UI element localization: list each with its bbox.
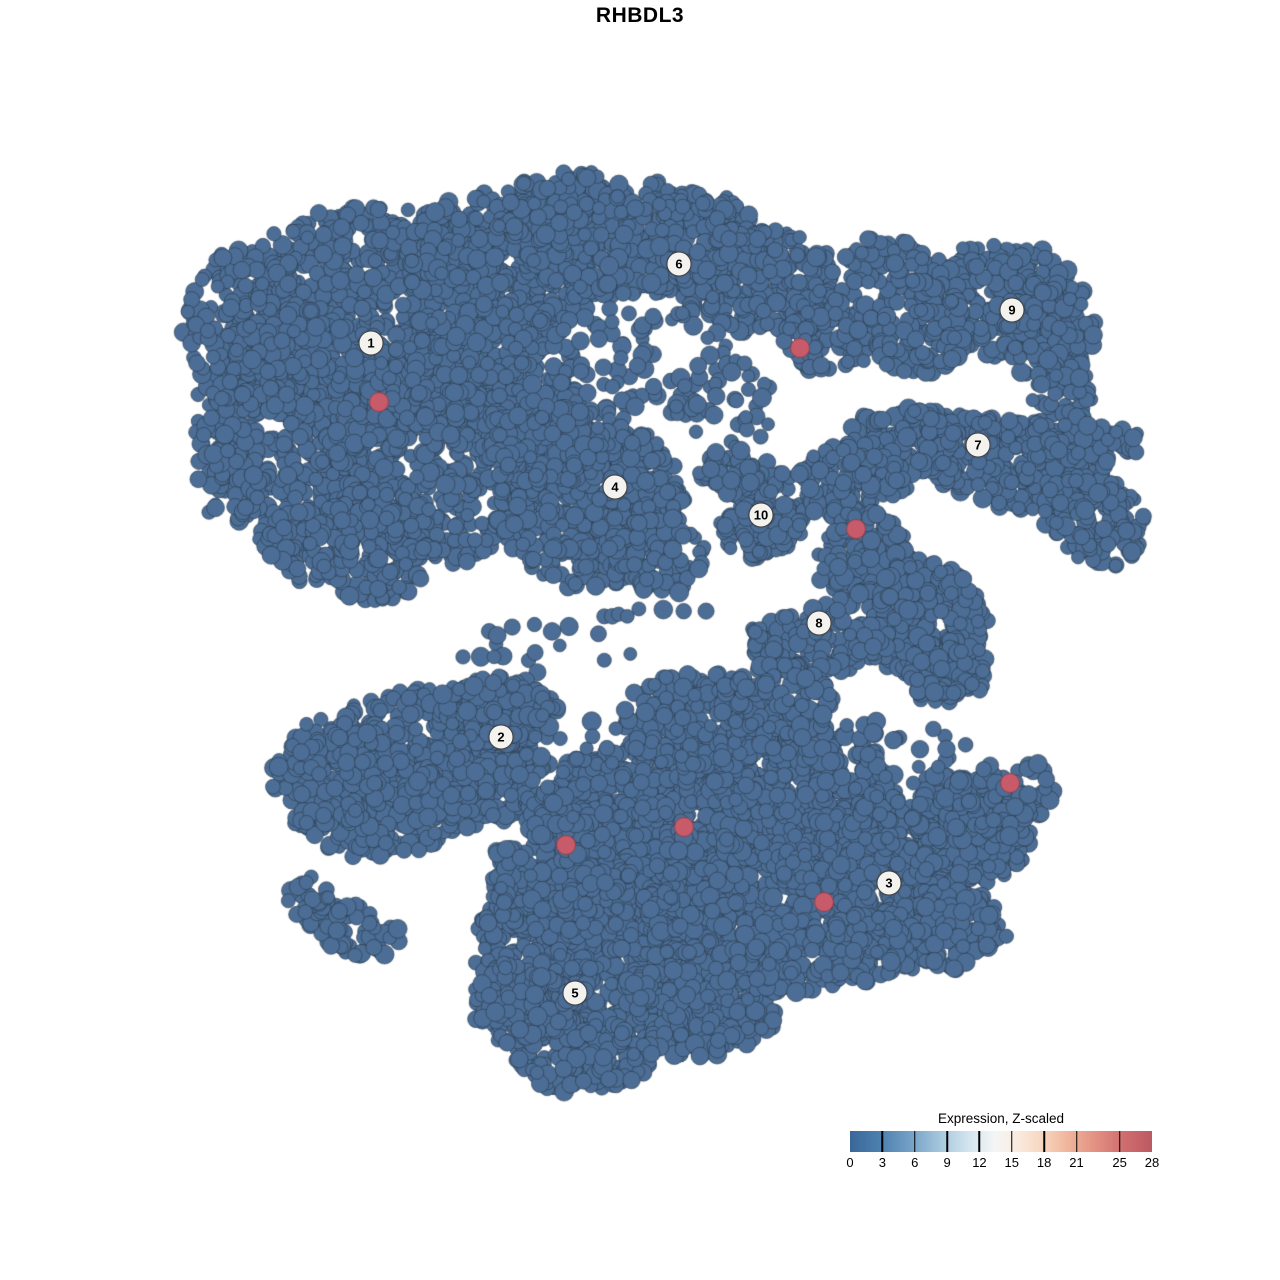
cluster-label-6: 6 bbox=[666, 251, 692, 277]
legend-tick-label: 21 bbox=[1069, 1155, 1084, 1170]
legend-title: Expression, Z-scaled bbox=[937, 1111, 1065, 1126]
legend-tick-mark bbox=[881, 1131, 884, 1152]
legend-tick-mark bbox=[978, 1131, 981, 1152]
cluster-label-1: 1 bbox=[358, 330, 384, 356]
legend-tick-mark bbox=[1011, 1131, 1013, 1152]
cluster-label-2: 2 bbox=[488, 724, 514, 750]
legend-gradient-bar bbox=[850, 1131, 1152, 1152]
legend-tick-label: 3 bbox=[878, 1155, 886, 1170]
legend-tick-label: 0 bbox=[846, 1155, 854, 1170]
legend-tick-label: 25 bbox=[1112, 1155, 1127, 1170]
legend-tick-label: 18 bbox=[1036, 1155, 1052, 1170]
legend-tick-mark bbox=[1118, 1131, 1121, 1152]
cluster-label-10: 10 bbox=[748, 502, 774, 528]
cluster-label-7: 7 bbox=[965, 432, 991, 458]
legend-tick-label: 9 bbox=[943, 1155, 951, 1170]
legend-tick-label: 15 bbox=[1004, 1155, 1020, 1170]
cluster-label-8: 8 bbox=[806, 610, 832, 636]
legend-tick-mark bbox=[1075, 1131, 1078, 1152]
legend-tick-label: 28 bbox=[1144, 1155, 1160, 1170]
expression-colorbar-legend: Expression, Z-scaled 0 3 6 9 12 15 18 21 25 28 bbox=[846, 1111, 1159, 1170]
cluster-label-4: 4 bbox=[602, 474, 628, 500]
legend-tick-label: 12 bbox=[972, 1155, 987, 1170]
legend-tick-label: 6 bbox=[911, 1155, 919, 1170]
cluster-label-3: 3 bbox=[876, 870, 902, 896]
legend-tick-mark bbox=[913, 1131, 916, 1152]
legend-tick-mark bbox=[1043, 1131, 1045, 1152]
cluster-label-5: 5 bbox=[562, 980, 588, 1006]
cluster-label-9: 9 bbox=[999, 297, 1025, 323]
plot-title: RHBDL3 bbox=[595, 4, 685, 27]
legend-tick-mark bbox=[946, 1131, 948, 1152]
